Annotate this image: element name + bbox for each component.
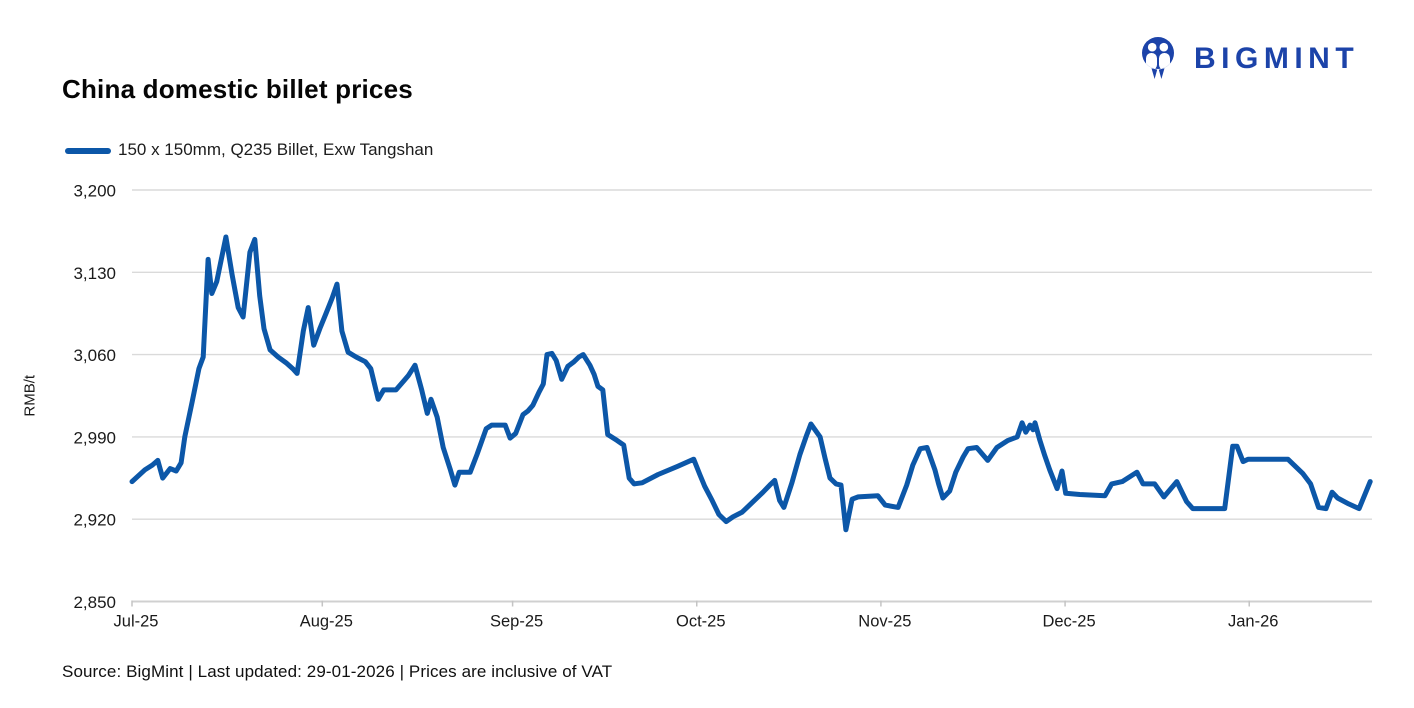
x-tick-label: Oct-25 [676,613,726,631]
x-tick-label: Aug-25 [300,613,353,631]
y-tick-label: 3,130 [73,264,116,283]
y-tick-label: 2,990 [73,428,116,447]
x-tick-label: Sep-25 [490,613,543,631]
legend-line-swatch [65,148,111,154]
x-tick-label: Jan-26 [1228,613,1278,631]
logo-m-leg-left [1151,68,1158,79]
logo-m-leg-right [1158,68,1165,79]
y-tick-label: 3,200 [73,182,116,201]
price-line [129,234,1373,533]
legend-label: 150 x 150mm, Q235 Billet, Exw Tangshan [118,140,434,159]
brand-name: BIGMINT [1194,42,1360,75]
x-tick-label: Nov-25 [858,613,911,631]
y-tick-label: 2,920 [73,511,116,530]
source-note: Source: BigMint | Last updated: 29-01-20… [62,662,613,681]
bigmint-logo-icon [1142,37,1174,79]
y-tick-label: 3,060 [73,346,116,365]
y-axis-title: RMB/t [22,374,39,417]
logo-person-right-body [1159,53,1170,69]
x-tick-label: Jul-25 [114,613,159,631]
logo-person-right-head [1159,42,1169,52]
x-tick-label: Dec-25 [1042,613,1095,631]
page-title: China domestic billet prices [62,74,413,104]
logo-person-left-body [1146,53,1157,69]
y-tick-label: 2,850 [73,593,116,612]
logo-person-left-head [1147,42,1157,52]
